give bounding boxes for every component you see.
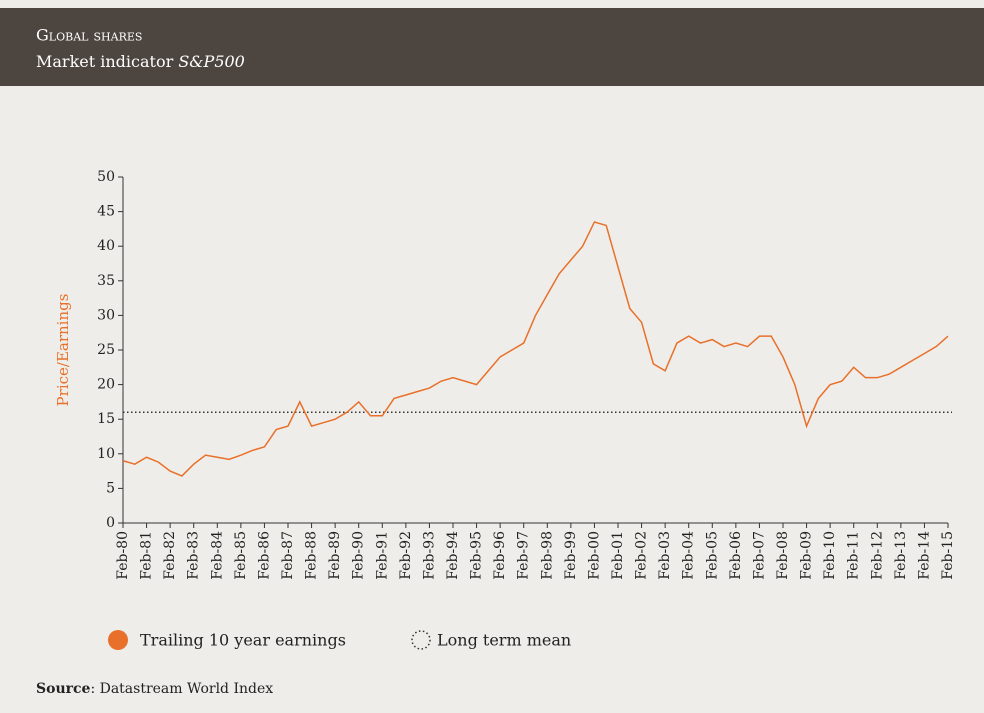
y-tick-label: 30 <box>97 307 115 323</box>
chart-title: Global shares <box>36 26 142 45</box>
y-axis-label: Price/Earnings <box>54 294 72 407</box>
legend-swatch <box>108 630 128 650</box>
x-tick-label: Feb-02 <box>634 531 650 580</box>
x-tick-label: Feb-94 <box>445 531 461 580</box>
x-tick-label: Feb-05 <box>704 531 720 580</box>
legend-swatch-mean <box>411 630 431 650</box>
x-tick-label: Feb-03 <box>657 531 673 580</box>
x-tick-label: Feb-80 <box>115 531 131 580</box>
x-tick-label: Feb-95 <box>469 531 485 580</box>
y-tick-label: 35 <box>97 273 115 289</box>
x-tick-label: Feb-12 <box>869 531 885 580</box>
x-tick-label: Feb-15 <box>940 531 956 580</box>
y-tick-label: 25 <box>97 342 115 358</box>
y-tick-label: 5 <box>106 480 115 496</box>
x-tick-label: Feb-82 <box>162 531 178 580</box>
x-tick-label: Feb-99 <box>563 531 579 580</box>
x-tick-label: Feb-00 <box>586 531 602 580</box>
x-tick-label: Feb-92 <box>398 531 414 580</box>
x-tick-label: Feb-96 <box>492 531 508 580</box>
legend-label: Long term mean <box>437 631 571 650</box>
source: Source: Datastream World Index <box>36 681 273 697</box>
x-tick-label: Feb-81 <box>139 531 155 580</box>
x-tick-label: Feb-91 <box>374 531 390 580</box>
x-tick-label: Feb-89 <box>327 531 343 580</box>
x-tick-label: Feb-85 <box>233 531 249 580</box>
source-text: : Datastream World Index <box>90 681 273 697</box>
chart-subtitle: Market indicator S&P500 <box>36 52 245 71</box>
y-tick-label: 10 <box>97 446 115 462</box>
x-tick-label: Feb-98 <box>539 531 555 580</box>
header <box>0 8 984 86</box>
x-tick-label: Feb-86 <box>256 531 272 580</box>
subtitle-emphasis: S&P500 <box>178 52 245 71</box>
y-tick-label: 0 <box>106 515 115 531</box>
x-tick-label: Feb-88 <box>304 531 320 580</box>
x-tick-label: Feb-14 <box>916 531 932 580</box>
y-tick-label: 15 <box>97 411 115 427</box>
y-tick-label: 20 <box>97 377 115 393</box>
x-tick-label: Feb-93 <box>421 531 437 580</box>
x-tick-label: Feb-13 <box>893 531 909 580</box>
x-tick-label: Feb-01 <box>610 531 626 580</box>
y-tick-label: 45 <box>97 204 115 220</box>
y-tick-label: 40 <box>97 238 115 254</box>
x-tick-label: Feb-84 <box>209 531 225 580</box>
x-tick-label: Feb-97 <box>516 531 532 580</box>
x-tick-label: Feb-06 <box>728 531 744 580</box>
subtitle-text: Market indicator <box>36 52 174 71</box>
source-label: Source <box>36 681 91 697</box>
x-tick-label: Feb-09 <box>799 531 815 580</box>
x-tick-label: Feb-07 <box>751 531 767 580</box>
legend-label: Trailing 10 year earnings <box>140 631 346 650</box>
x-tick-label: Feb-87 <box>280 531 296 580</box>
series-line <box>122 221 949 477</box>
x-tick-label: Feb-90 <box>351 531 367 580</box>
x-tick-label: Feb-11 <box>846 531 862 580</box>
y-tick-label: 50 <box>97 169 115 185</box>
x-tick-label: Feb-04 <box>681 531 697 580</box>
x-tick-label: Feb-08 <box>775 531 791 580</box>
x-tick-label: Feb-10 <box>822 531 838 580</box>
x-tick-label: Feb-83 <box>186 531 202 580</box>
